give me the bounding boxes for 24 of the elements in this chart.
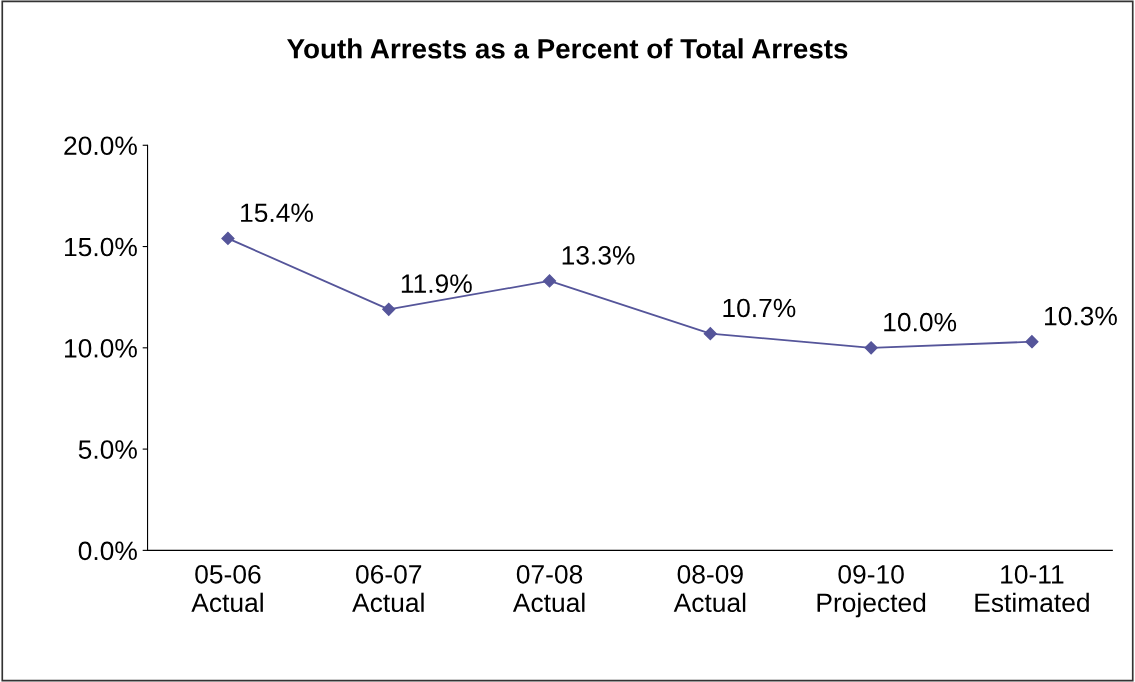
y-tick-label: 0.0% — [78, 541, 137, 561]
data-label: 11.9% — [401, 274, 472, 294]
point — [542, 274, 557, 288]
data-label: 10.3% — [1045, 306, 1117, 326]
point — [1025, 335, 1039, 349]
y-tick-label: 20.0% — [64, 136, 137, 156]
x-tick-label: 09-10 Projected — [817, 564, 926, 618]
x-tick-label: 07-08 Actual — [512, 564, 585, 613]
data-label: 15.4% — [241, 203, 313, 223]
data-label: 13.3% — [562, 245, 635, 265]
x-tick-label: 08-09 Actual — [673, 564, 746, 613]
point — [864, 341, 878, 355]
point — [221, 231, 235, 246]
x-tick-label: 10-11 Estimated — [975, 564, 1089, 613]
x-tick-label: 05-06 Actual — [191, 564, 263, 613]
y-tick-label: 5.0% — [78, 440, 137, 459]
chart-title: Youth Arrests as a Percent of Total Arrests — [287, 38, 848, 59]
data-label: 10.0% — [884, 312, 957, 332]
x-tick-label: 06-07 Actual — [352, 564, 424, 613]
point — [382, 302, 396, 316]
point — [703, 327, 717, 341]
y-tick-label: 10.0% — [65, 338, 137, 358]
y-tick-label: 15.0% — [65, 237, 137, 257]
data-label: 10.7% — [723, 298, 796, 318]
